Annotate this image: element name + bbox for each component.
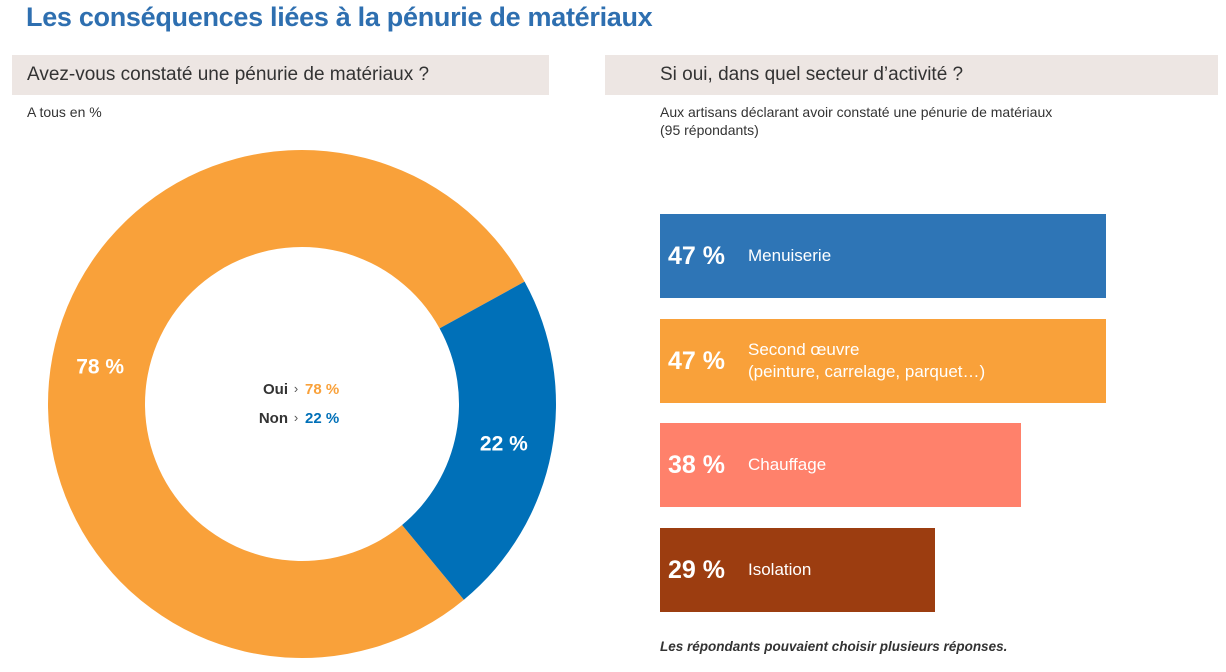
bar-2: 47 % Second œuvre (peinture, carrelage, p… [660, 319, 1106, 403]
donut-value-label-oui: 78 % [76, 355, 124, 378]
donut-base-note: A tous en % [27, 104, 102, 120]
bar-category-label: Second œuvre (peinture, carrelage, parqu… [748, 340, 986, 381]
legend-value-oui: 78 % [305, 381, 339, 398]
bar-section-header: Si oui, dans quel secteur d’activité ? [605, 55, 1218, 95]
bar-base-note: Aux artisans déclarant avoir constaté un… [660, 104, 1053, 138]
bar-value-label: 38 % [668, 450, 725, 479]
bar-category-label: Chauffage [748, 455, 827, 474]
page-title: Les conséquences liées à la pénurie de m… [26, 2, 653, 32]
footnote: Les répondants pouvaient choisir plusieu… [660, 639, 1008, 654]
bar-value-label: 47 % [668, 241, 725, 270]
bar-value-label: 47 % [668, 346, 725, 375]
bar-4: 29 % Isolation [660, 528, 935, 612]
bar-3: 38 % Chauffage [660, 423, 1021, 507]
donut-value-label-non: 22 % [480, 433, 528, 456]
legend-label-oui: Oui [263, 381, 288, 398]
legend-separator: › [294, 410, 298, 425]
legend-value-non: 22 % [305, 410, 339, 427]
legend-separator: › [294, 381, 298, 396]
bar-value-label: 29 % [668, 555, 725, 584]
bar-category-label: Isolation [748, 560, 812, 579]
bar-category-label: Menuiserie [748, 246, 832, 265]
bar-question: Si oui, dans quel secteur d’activité ? [660, 64, 964, 85]
legend-label-non: Non [259, 410, 288, 427]
donut-slice-oui [48, 150, 525, 658]
donut-chart: 78 % 22 % Oui › 78 % Non › 22 % [48, 150, 557, 658]
bar-1: 47 % Menuiserie [660, 214, 1106, 298]
donut-section-header: Avez-vous constaté une pénurie de matéri… [12, 55, 549, 95]
donut-question: Avez-vous constaté une pénurie de matéri… [27, 64, 430, 85]
donut-slice-non [402, 281, 557, 600]
